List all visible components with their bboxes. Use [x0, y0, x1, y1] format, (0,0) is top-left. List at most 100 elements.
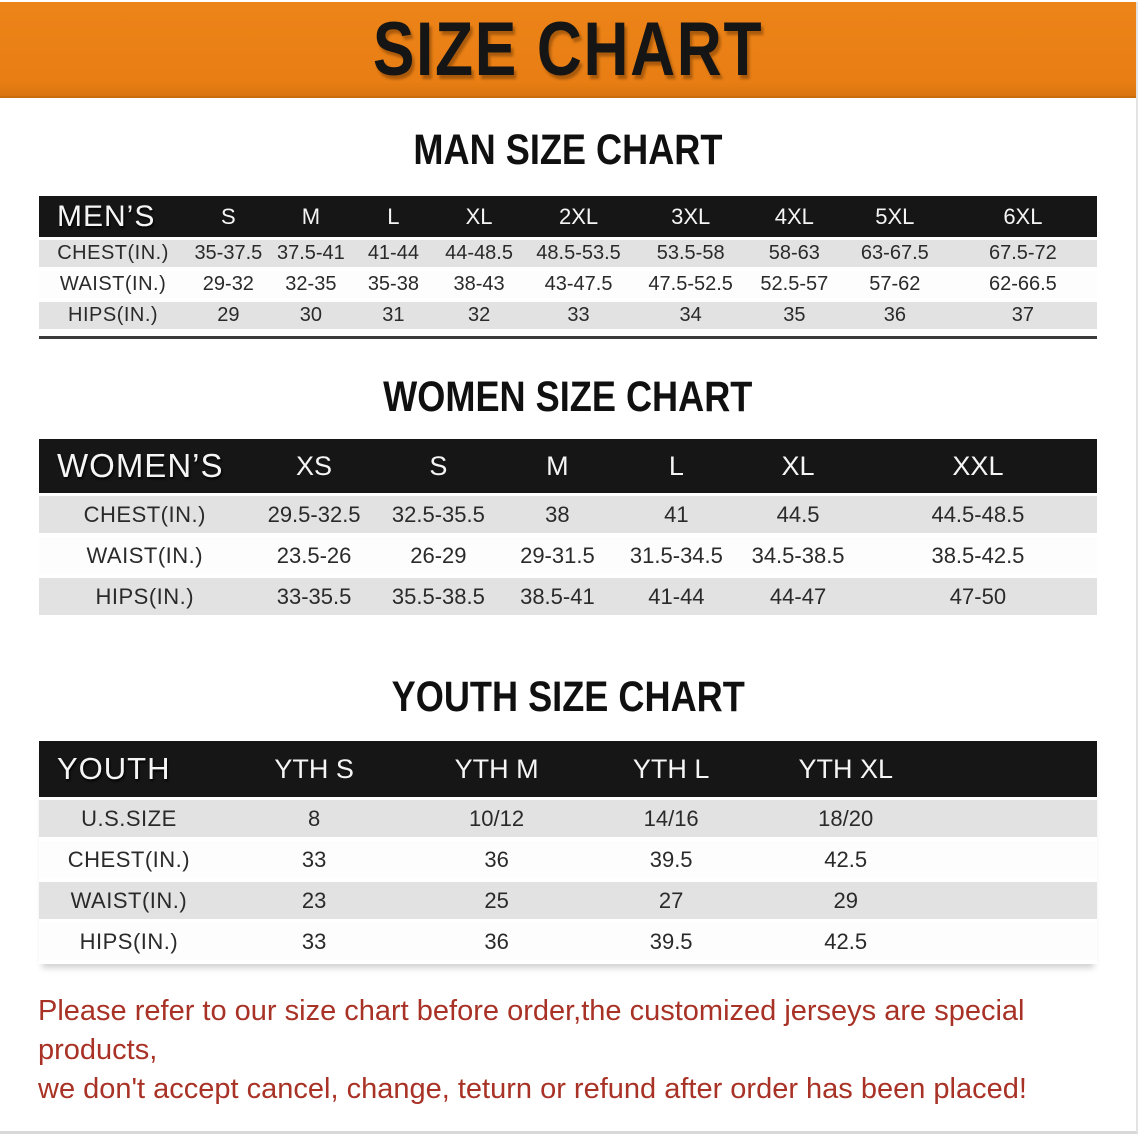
cell: 29-31.5 [499, 537, 616, 578]
cell: 44.5-48.5 [858, 496, 1097, 537]
men-col-header: 2XL [523, 196, 634, 240]
cell: 36 [840, 302, 949, 333]
cell: 38.5-41 [499, 578, 616, 619]
women-section: WOMEN SIZE CHART [0, 371, 1136, 423]
women-col-header: XL [737, 439, 859, 496]
cell: 32.5-35.5 [377, 496, 500, 537]
youth-corner-label: YOUTH [39, 741, 219, 800]
men-size-table: MEN’S S M L XL 2XL 3XL 4XL 5XL 6XL CHEST… [39, 196, 1097, 333]
banner-title: SIZE CHART [372, 6, 764, 92]
row-label: HIPS(IN.) [39, 923, 219, 964]
women-size-chart-title: WOMEN SIZE CHART [383, 373, 753, 421]
women-chest-row: CHEST(IN.) 29.5-32.5 32.5-35.5 38 41 44.… [39, 496, 1097, 537]
youth-header-row: YOUTH YTH S YTH M YTH L YTH XL [39, 741, 1097, 800]
men-corner-label: MEN’S [39, 196, 188, 240]
youth-hips-row: HIPS(IN.) 33 36 39.5 42.5 [39, 923, 1097, 964]
row-label: U.S.SIZE [39, 800, 219, 841]
cell: 23 [218, 882, 410, 923]
youth-size-table: YOUTH YTH S YTH M YTH L YTH XL U.S.SIZE … [39, 741, 1097, 964]
men-col-header: 3XL [633, 196, 748, 240]
cell: 8 [218, 800, 410, 841]
men-col-header: L [352, 196, 435, 240]
row-label: CHEST(IN.) [39, 841, 219, 882]
cell: 39.5 [583, 923, 759, 964]
spacer-cell [932, 841, 1097, 882]
disclaimer-line-1: Please refer to our size chart before or… [38, 995, 1025, 1066]
cell: 58-63 [747, 240, 841, 271]
cell: 35 [747, 302, 841, 333]
row-label: WAIST(IN.) [39, 271, 188, 302]
women-size-table: WOMEN’S XS S M L XL XXL CHEST(IN.) 29.5-… [39, 439, 1097, 619]
men-col-header: XL [434, 196, 524, 240]
row-label: WAIST(IN.) [39, 882, 219, 923]
cell: 41-44 [615, 578, 738, 619]
men-col-header: 6XL [948, 196, 1097, 240]
men-header-row: MEN’S S M L XL 2XL 3XL 4XL 5XL 6XL [39, 196, 1097, 240]
size-chart-banner: SIZE CHART [0, 2, 1136, 98]
cell: 52.5-57 [747, 271, 841, 302]
cell: 33 [218, 923, 410, 964]
youth-col-header: YTH XL [758, 741, 933, 800]
men-col-header: M [269, 196, 353, 240]
cell: 38.5-42.5 [858, 537, 1097, 578]
youth-waist-row: WAIST(IN.) 23 25 27 29 [39, 882, 1097, 923]
cell: 47.5-52.5 [633, 271, 748, 302]
cell: 37 [948, 302, 1097, 333]
cell: 35-37.5 [187, 240, 270, 271]
women-col-header: L [615, 439, 738, 496]
men-waist-row: WAIST(IN.) 29-32 32-35 35-38 38-43 43-47… [39, 271, 1097, 302]
row-label: CHEST(IN.) [39, 240, 188, 271]
cell: 34.5-38.5 [737, 537, 859, 578]
women-col-header: S [377, 439, 500, 496]
cell: 41 [615, 496, 738, 537]
cell: 53.5-58 [633, 240, 748, 271]
row-label: HIPS(IN.) [39, 302, 188, 333]
cell: 33 [523, 302, 634, 333]
women-header-row: WOMEN’S XS S M L XL XXL [39, 439, 1097, 496]
spacer-cell [932, 882, 1097, 923]
cell: 33-35.5 [250, 578, 378, 619]
cell: 38-43 [434, 271, 524, 302]
men-size-table-wrap: MEN’S S M L XL 2XL 3XL 4XL 5XL 6XL CHEST… [39, 196, 1097, 339]
youth-col-header: YTH S [218, 741, 410, 800]
women-size-table-wrap: WOMEN’S XS S M L XL XXL CHEST(IN.) 29.5-… [39, 439, 1097, 619]
cell: 25 [409, 882, 584, 923]
youth-size-chart-title: YOUTH SIZE CHART [391, 673, 745, 721]
youth-col-header: YTH L [583, 741, 759, 800]
youth-size-table-wrap: YOUTH YTH S YTH M YTH L YTH XL U.S.SIZE … [39, 741, 1097, 964]
cell: 10/12 [409, 800, 584, 841]
youth-section: YOUTH SIZE CHART [0, 671, 1136, 723]
cell: 62-66.5 [948, 271, 1097, 302]
cell: 43-47.5 [523, 271, 634, 302]
men-col-header: 4XL [747, 196, 841, 240]
women-col-header: XS [250, 439, 378, 496]
cell: 29 [187, 302, 270, 333]
youth-ussize-row: U.S.SIZE 8 10/12 14/16 18/20 [39, 800, 1097, 841]
row-label: WAIST(IN.) [39, 537, 251, 578]
cell: 44-48.5 [434, 240, 524, 271]
cell: 57-62 [840, 271, 949, 302]
cell: 44-47 [737, 578, 859, 619]
cell: 42.5 [758, 923, 933, 964]
cell: 35.5-38.5 [377, 578, 500, 619]
cell: 18/20 [758, 800, 933, 841]
cell: 29 [758, 882, 933, 923]
cell: 37.5-41 [269, 240, 353, 271]
cell: 34 [633, 302, 748, 333]
cell: 26-29 [377, 537, 500, 578]
cell: 30 [269, 302, 353, 333]
cell: 35-38 [352, 271, 435, 302]
spacer-cell [932, 923, 1097, 964]
cell: 29.5-32.5 [250, 496, 378, 537]
cell: 44.5 [737, 496, 859, 537]
cell: 41-44 [352, 240, 435, 271]
man-size-chart-title: MAN SIZE CHART [413, 126, 723, 174]
cell: 32 [434, 302, 524, 333]
women-col-header: XXL [858, 439, 1097, 496]
women-col-header: M [499, 439, 616, 496]
man-section: MAN SIZE CHART [0, 124, 1136, 176]
disclaimer-text: Please refer to our size chart before or… [0, 992, 1136, 1109]
cell: 39.5 [583, 841, 759, 882]
cell: 36 [409, 841, 584, 882]
men-chest-row: CHEST(IN.) 35-37.5 37.5-41 41-44 44-48.5… [39, 240, 1097, 271]
